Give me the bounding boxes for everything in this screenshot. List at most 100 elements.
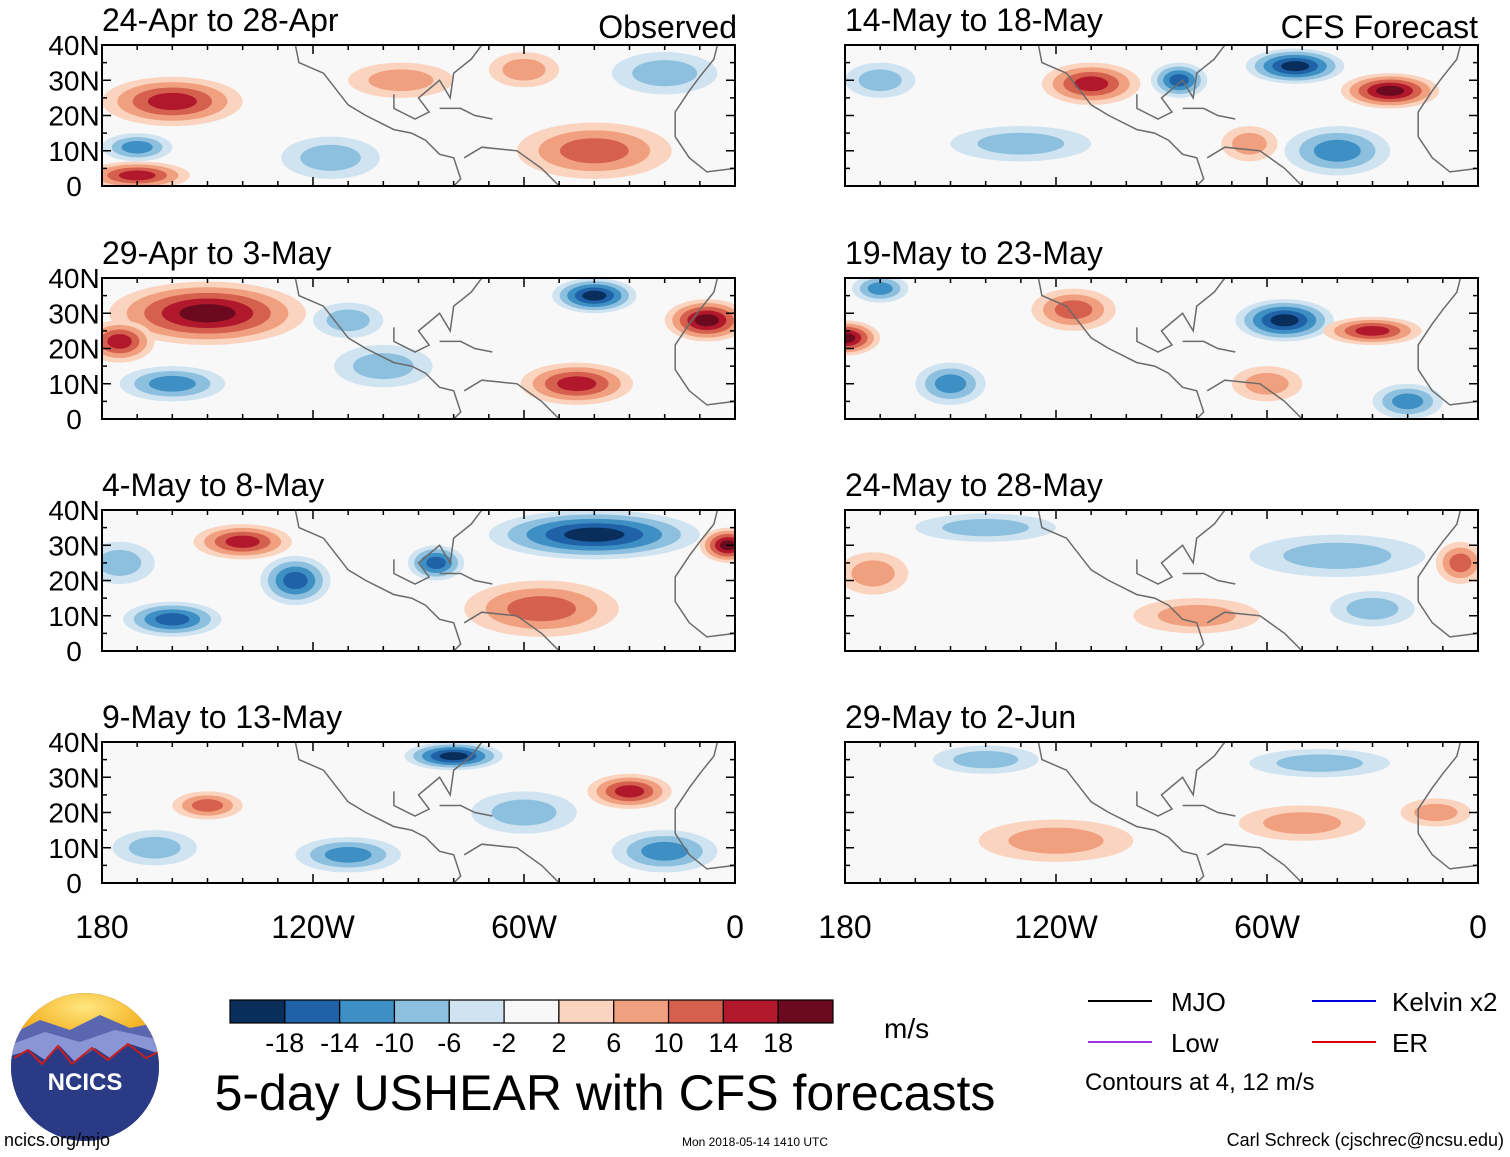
shear-anomaly-cell: [614, 785, 645, 798]
colorbar-swatch: [503, 999, 560, 1024]
map-panel: 29-May to 2-Jun 180 120W 60W 0: [818, 699, 1487, 945]
shear-anomaly-cell: [353, 353, 414, 380]
coastline: [1417, 136, 1478, 173]
shear-anomaly-cell: [179, 304, 236, 323]
coastline: [1417, 278, 1462, 370]
shear-anomaly-cell: [1270, 314, 1299, 327]
y-tick-label: 20N: [48, 798, 99, 829]
shear-field: [112, 742, 718, 873]
coastline: [1182, 107, 1236, 120]
legend-er-label: ER: [1392, 1028, 1428, 1058]
shear-field: [845, 278, 1443, 419]
panel-period-title: 29-Apr to 3-May: [102, 235, 331, 271]
shear-anomaly-cell: [1449, 553, 1472, 573]
shear-anomaly-cell: [1008, 827, 1104, 854]
y-tick-label: 20N: [48, 101, 99, 132]
shear-anomaly-cell: [225, 535, 260, 548]
shear-field: [102, 278, 735, 405]
units-label: m/s: [884, 1013, 929, 1044]
panel-period-title: 24-May to 28-May: [845, 467, 1103, 503]
colorbar-label: 10: [654, 1028, 684, 1058]
colorbar-swatch: [229, 999, 286, 1024]
coastline: [674, 369, 735, 406]
shear-anomaly-cell: [326, 309, 370, 332]
coastline: [393, 510, 483, 585]
coastlines: [1037, 742, 1478, 883]
colorbar-label: -14: [320, 1028, 359, 1058]
shear-anomaly-cell: [1157, 604, 1236, 627]
y-tick-label: 40N: [48, 495, 99, 526]
site-link[interactable]: ncics.org/mjo: [4, 1130, 110, 1150]
coastline: [1182, 572, 1236, 585]
observed-label: Observed: [598, 9, 737, 45]
y-tick-label: 30N: [48, 65, 99, 96]
map-panel: 24-May to 28-May: [844, 467, 1479, 652]
colorbar-swatch: [722, 999, 779, 1024]
shear-anomaly-cell: [147, 92, 197, 110]
coastline: [294, 278, 462, 419]
logo-text: NCICS: [48, 1069, 123, 1096]
coastline: [463, 146, 560, 186]
x-tick-label: 180: [75, 909, 128, 945]
coastline: [393, 742, 483, 817]
shear-field: [932, 745, 1471, 862]
colorbar: -18 -14 -10 -6 -2 2 6 10 14 18: [229, 999, 834, 1058]
colorbar-label: 18: [763, 1028, 793, 1058]
shear-anomaly-cell: [1074, 76, 1109, 92]
coastline: [1417, 601, 1478, 638]
tick-marks: [101, 509, 736, 652]
x-tick-label: 60W: [1234, 909, 1301, 945]
shear-anomaly-cell: [845, 332, 856, 343]
shear-anomaly-cell: [1283, 542, 1392, 569]
tick-marks: [101, 44, 736, 187]
shear-anomaly-cell: [148, 375, 196, 392]
y-tick-label: 10N: [48, 601, 99, 632]
coastline: [439, 340, 493, 353]
coastline: [294, 510, 462, 651]
y-tick-label: 40N: [48, 263, 99, 294]
x-tick-label: 0: [726, 909, 744, 945]
colorbar-swatch: [777, 999, 834, 1024]
coastline: [1206, 611, 1303, 651]
colorbar-label: -6: [437, 1028, 461, 1058]
colorbar-swatch: [448, 999, 505, 1024]
coastline: [439, 572, 493, 585]
shear-anomaly-cell: [934, 374, 967, 394]
panel-period-title: 29-May to 2-Jun: [845, 699, 1076, 735]
y-tick-label: 10N: [48, 136, 99, 167]
timestamp: Mon 2018-05-14 1410 UTC: [682, 1135, 828, 1149]
shear-anomaly-cell: [507, 596, 576, 622]
legend-low-label: Low: [1171, 1028, 1219, 1058]
shear-anomaly-cell: [368, 69, 434, 92]
coastline: [1206, 146, 1303, 186]
coastline: [439, 107, 493, 120]
coastline: [1037, 742, 1205, 883]
coastline: [1136, 45, 1226, 120]
shear-anomaly-cell: [102, 549, 142, 576]
y-tick-label: 0: [66, 868, 82, 899]
y-tick-label: 10N: [48, 833, 99, 864]
shear-anomaly-cell: [155, 613, 190, 626]
y-tick-label: 30N: [48, 530, 99, 561]
ncics-logo: NCICS: [11, 993, 159, 1141]
x-tick-label: 60W: [491, 909, 558, 945]
shear-anomaly-cell: [632, 60, 698, 87]
colorbar-label: -10: [375, 1028, 414, 1058]
y-tick-label: 0: [66, 636, 82, 667]
shear-field: [845, 513, 1478, 634]
shear-anomaly-cell: [1355, 325, 1390, 336]
panel-period-title: 9-May to 13-May: [102, 699, 342, 735]
shear-anomaly-cell: [1346, 597, 1399, 620]
y-tick-label: 20N: [48, 566, 99, 597]
coastline: [294, 45, 462, 186]
shear-anomaly-cell: [191, 799, 224, 812]
y-tick-label: 30N: [48, 298, 99, 329]
colorbar-swatch: [667, 999, 724, 1024]
coastline: [1037, 45, 1205, 186]
shear-anomaly-cell: [426, 556, 446, 570]
author-credit: Carl Schreck (cjschrec@ncsu.edu): [1227, 1130, 1504, 1150]
shear-anomaly-cell: [118, 170, 156, 181]
